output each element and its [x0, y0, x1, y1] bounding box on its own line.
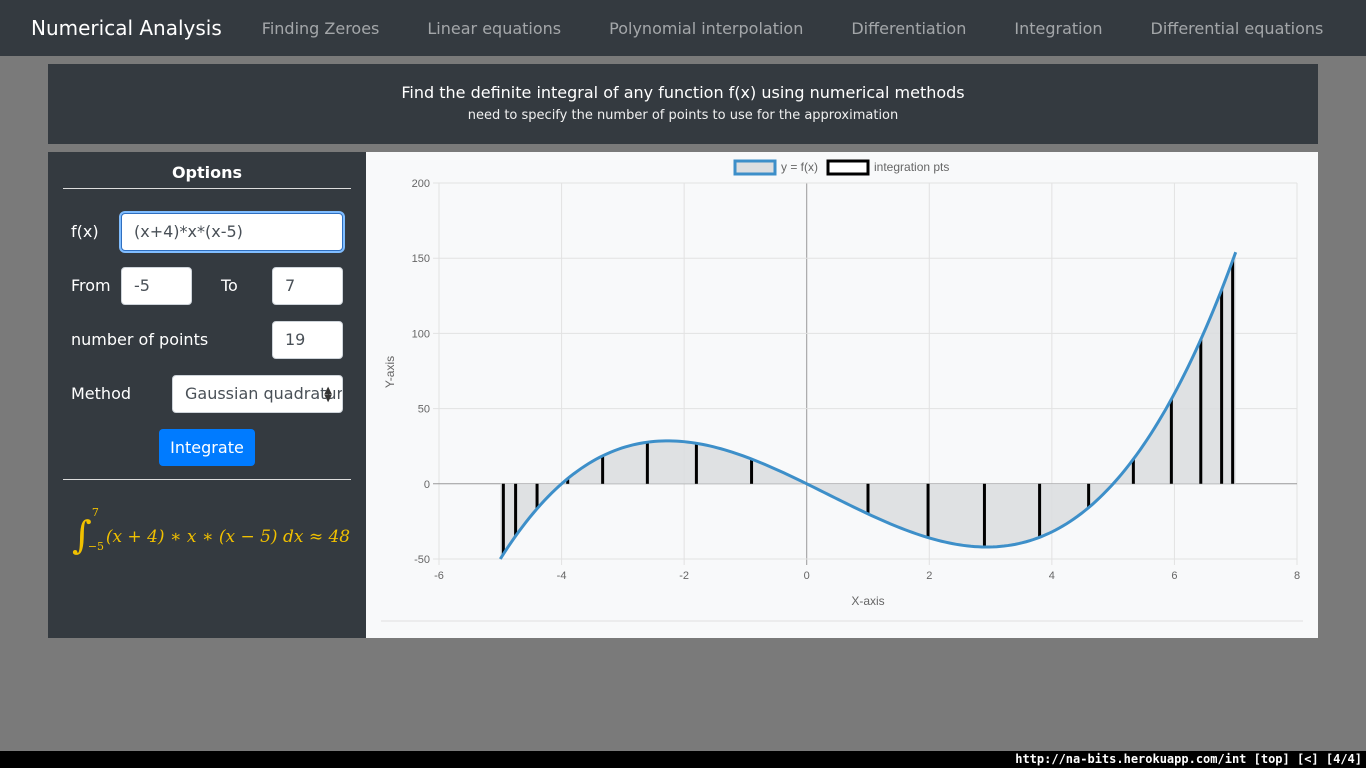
legend-swatch-function[interactable]: [733, 159, 777, 176]
x-axis-label: X-axis: [851, 594, 884, 608]
y-tick-label: -50: [414, 554, 430, 566]
chart-ticks: -6 -4 -2 0 2 4 6 8 -50 0 50 100 150 200: [412, 178, 1300, 582]
fx-input[interactable]: (x+4)*x*(x-5): [121, 213, 343, 251]
page-subtitle: need to specify the number of points to …: [467, 108, 899, 123]
to-label: To: [221, 276, 238, 295]
options-divider-bottom: [63, 479, 351, 480]
function-curve: [499, 251, 1238, 560]
y-tick-label: 100: [412, 328, 430, 340]
y-tick-label: 150: [412, 253, 430, 265]
nav-differential-equations[interactable]: Differential equations: [1150, 18, 1324, 38]
nav-polynomial-interpolation[interactable]: Polynomial interpolation: [609, 18, 804, 38]
options-title: Options: [171, 163, 243, 182]
chart-integration-points: [501, 260, 1235, 555]
top-navbar: Numerical Analysis Finding Zeroes Linear…: [0, 0, 1366, 56]
x-tick-label: -2: [679, 570, 689, 582]
nav-linear-equations[interactable]: Linear equations: [427, 18, 562, 38]
x-tick-label: 6: [1171, 570, 1177, 582]
x-tick-label: 0: [804, 570, 810, 582]
nav-integration[interactable]: Integration: [1014, 18, 1103, 38]
options-divider-top: [63, 188, 351, 189]
chart-curve-group: [499, 251, 1238, 560]
method-select[interactable]: Gaussian quadrature ▲ ▼: [172, 375, 343, 413]
chart-panel: y = f(x) integration pts -6 -4 -2 0 2 4 6 8 -50 0…: [366, 152, 1318, 638]
integrate-button[interactable]: Integrate: [159, 429, 255, 466]
browser-status-bar: http://na-bits.herokuapp.com/int [top] […: [0, 751, 1366, 768]
integral-expression: (x + 4) ∗ x ∗ (x − 5) dx ≈ 48: [105, 527, 351, 547]
y-axis-label: Y-axis: [383, 356, 397, 388]
method-label: Method: [71, 384, 132, 403]
page-title: Find the definite integral of any functi…: [401, 83, 965, 102]
select-arrows-icon: ▲ ▼: [324, 385, 332, 404]
points-input[interactable]: 19: [272, 321, 343, 359]
legend-swatch-points[interactable]: [826, 159, 870, 176]
points-label: number of points: [71, 330, 209, 349]
integration-chart: y = f(x) integration pts -6 -4 -2 0 2 4 6 8 -50 0…: [381, 159, 1303, 622]
lower-limit: −5: [87, 540, 105, 553]
y-tick-label: 0: [424, 479, 430, 491]
legend-label-function[interactable]: y = f(x): [781, 160, 818, 174]
from-label: From: [71, 276, 111, 295]
integral-result: ∫ 7 −5 (x + 4) ∗ x ∗ (x − 5) dx ≈ 48: [72, 506, 351, 557]
upper-limit: 7: [91, 506, 99, 519]
x-tick-label: -4: [557, 570, 567, 582]
nav-finding-zeroes[interactable]: Finding Zeroes: [261, 18, 380, 38]
method-selected-value: Gaussian quadrature: [185, 384, 343, 403]
y-tick-label: 50: [418, 404, 430, 416]
brand-link[interactable]: Numerical Analysis: [31, 16, 222, 40]
page-header: Find the definite integral of any functi…: [48, 64, 1318, 144]
function-fill-area: [500, 252, 1236, 559]
chart-fill-area: [500, 252, 1236, 559]
fx-label: f(x): [71, 222, 99, 241]
options-panel: Options f(x) (x+4)*x*(x-5) From -5 To 7 …: [48, 152, 366, 638]
integral-sign-icon: ∫: [72, 513, 92, 557]
y-tick-label: 200: [412, 178, 430, 190]
from-input[interactable]: -5: [121, 267, 192, 305]
to-input[interactable]: 7: [272, 267, 343, 305]
x-tick-label: 2: [926, 570, 932, 582]
x-tick-label: 8: [1294, 570, 1300, 582]
nav-differentiation[interactable]: Differentiation: [851, 18, 967, 38]
x-tick-label: 4: [1049, 570, 1055, 582]
integral-limits: 7 −5: [88, 506, 106, 553]
chart-legend: y = f(x) integration pts: [733, 159, 949, 176]
legend-label-points[interactable]: integration pts: [874, 160, 949, 174]
x-tick-label: -6: [434, 570, 444, 582]
